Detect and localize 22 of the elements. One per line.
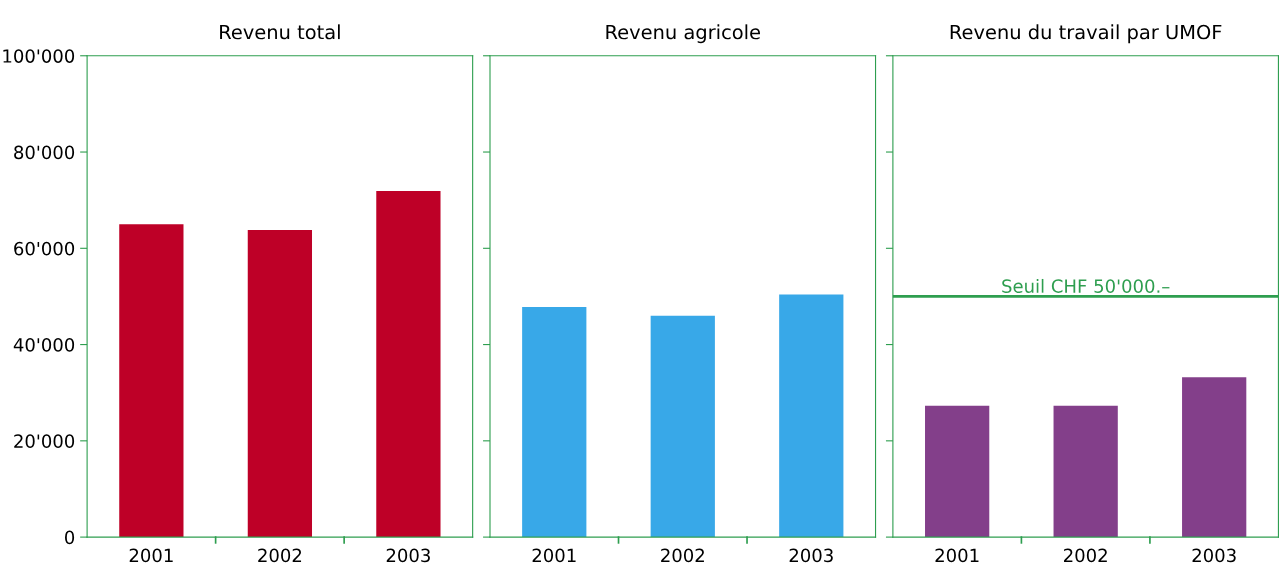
chart-title: Revenu du travail par UMOF bbox=[950, 24, 1222, 44]
x-tick-label: 2002 bbox=[661, 548, 704, 563]
x-tick-label: 2001 bbox=[129, 548, 173, 563]
x-tick-label: 2003 bbox=[1192, 548, 1236, 563]
ref-line-label: Seuil CHF 50'000.– bbox=[1002, 278, 1170, 293]
y-tick-label: 20'000 bbox=[14, 434, 75, 448]
x-tick-label: 2002 bbox=[258, 548, 302, 563]
chart-title: Revenu agricole bbox=[606, 24, 760, 44]
x-tick-label: 2001 bbox=[935, 548, 979, 563]
x-tick-label: 2003 bbox=[386, 548, 430, 563]
y-tick-label: 80'000 bbox=[14, 145, 75, 160]
x-tick-label: 2003 bbox=[789, 548, 833, 563]
x-tick-label: 2002 bbox=[1064, 548, 1107, 563]
y-tick-label: 0 bbox=[65, 530, 75, 545]
y-tick-label: 100'000 bbox=[3, 49, 75, 63]
x-tick-label: 2001 bbox=[532, 548, 576, 563]
bar bbox=[376, 191, 441, 538]
y-tick-label: 60'000 bbox=[14, 241, 75, 256]
chart-title: Revenu total bbox=[220, 24, 340, 40]
bar bbox=[247, 230, 313, 538]
bar bbox=[119, 224, 184, 538]
y-tick-label: 40'000 bbox=[13, 338, 75, 352]
